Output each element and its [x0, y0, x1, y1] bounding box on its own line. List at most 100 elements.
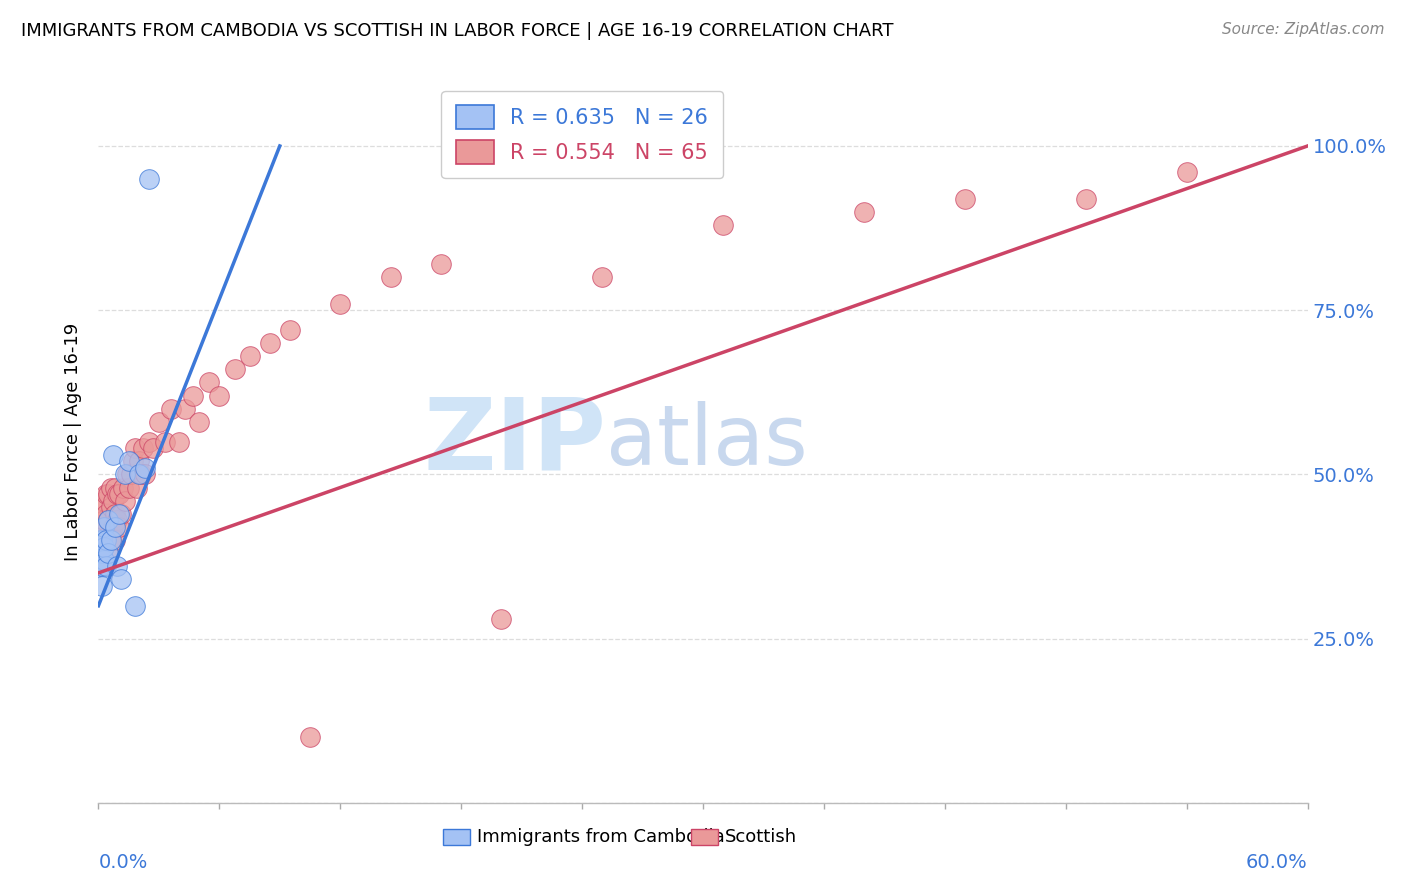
Point — [148, 415, 170, 429]
Point — [100, 533, 122, 547]
Point — [198, 376, 221, 390]
Point — [96, 533, 118, 547]
Point — [711, 218, 734, 232]
Text: IMMIGRANTS FROM CAMBODIA VS SCOTTISH IN LABOR FORCE | AGE 16-19 CORRELATION CHAR: IMMIGRANTS FROM CAMBODIA VS SCOTTISH IN … — [21, 22, 894, 40]
Point — [105, 559, 128, 574]
Point — [278, 323, 301, 337]
Point — [101, 520, 124, 534]
Text: 60.0%: 60.0% — [1246, 854, 1308, 872]
FancyBboxPatch shape — [690, 829, 717, 845]
Point — [105, 487, 128, 501]
Point — [125, 481, 148, 495]
Point — [114, 493, 136, 508]
Point — [96, 533, 118, 547]
Point — [97, 513, 120, 527]
Text: Source: ZipAtlas.com: Source: ZipAtlas.com — [1222, 22, 1385, 37]
Point — [97, 546, 120, 560]
Point — [107, 507, 129, 521]
Point — [128, 467, 150, 482]
Point — [107, 487, 129, 501]
Point — [107, 520, 129, 534]
Point — [1074, 192, 1097, 206]
Point — [100, 500, 122, 515]
Point — [174, 401, 197, 416]
Point — [89, 559, 111, 574]
Point — [91, 533, 114, 547]
Point — [128, 454, 150, 468]
Legend: R = 0.635   N = 26, R = 0.554   N = 65: R = 0.635 N = 26, R = 0.554 N = 65 — [441, 91, 723, 178]
Point — [121, 454, 143, 468]
Point — [91, 546, 114, 560]
Point — [142, 441, 165, 455]
Point — [134, 460, 156, 475]
Point — [97, 546, 120, 560]
Point — [103, 520, 125, 534]
Point — [91, 559, 114, 574]
Text: ZIP: ZIP — [423, 393, 606, 490]
Text: atlas: atlas — [606, 401, 808, 482]
Point — [93, 540, 115, 554]
Point — [101, 448, 124, 462]
Point — [96, 507, 118, 521]
Text: 0.0%: 0.0% — [98, 854, 148, 872]
Point — [100, 481, 122, 495]
Point — [110, 573, 132, 587]
Point — [89, 546, 111, 560]
Point — [129, 467, 152, 482]
Point — [100, 533, 122, 547]
Point — [91, 500, 114, 515]
Point — [96, 559, 118, 574]
Point — [124, 599, 146, 613]
Point — [160, 401, 183, 416]
Point — [591, 270, 613, 285]
Point — [89, 513, 111, 527]
Point — [208, 388, 231, 402]
Point — [91, 579, 114, 593]
Point — [89, 533, 111, 547]
Point — [91, 553, 114, 567]
Point — [259, 336, 281, 351]
Point — [853, 204, 876, 219]
Point — [118, 481, 141, 495]
Point — [1175, 165, 1198, 179]
Point — [105, 513, 128, 527]
Point — [153, 434, 176, 449]
Point — [89, 533, 111, 547]
Point — [96, 487, 118, 501]
Point — [380, 270, 402, 285]
Point — [430, 257, 453, 271]
Point — [93, 513, 115, 527]
Point — [239, 349, 262, 363]
Point — [93, 493, 115, 508]
Point — [93, 520, 115, 534]
Point — [329, 296, 352, 310]
Point — [111, 481, 134, 495]
Point — [181, 388, 204, 402]
Point — [132, 441, 155, 455]
Point — [138, 434, 160, 449]
Point — [224, 362, 246, 376]
Point — [93, 553, 115, 567]
Point — [103, 533, 125, 547]
Point — [188, 415, 211, 429]
Point — [97, 513, 120, 527]
Point — [491, 612, 513, 626]
Text: Scottish: Scottish — [724, 828, 797, 846]
Point — [103, 507, 125, 521]
Point — [124, 441, 146, 455]
Point — [103, 481, 125, 495]
Point — [91, 520, 114, 534]
Point — [97, 487, 120, 501]
Point — [118, 454, 141, 468]
Point — [953, 192, 976, 206]
Y-axis label: In Labor Force | Age 16-19: In Labor Force | Age 16-19 — [65, 322, 83, 561]
Point — [120, 467, 142, 482]
Point — [299, 730, 322, 744]
Point — [115, 467, 138, 482]
Point — [101, 493, 124, 508]
Point — [138, 171, 160, 186]
Point — [93, 540, 115, 554]
Text: Immigrants from Cambodia: Immigrants from Cambodia — [477, 828, 724, 846]
Point — [110, 507, 132, 521]
Point — [114, 467, 136, 482]
